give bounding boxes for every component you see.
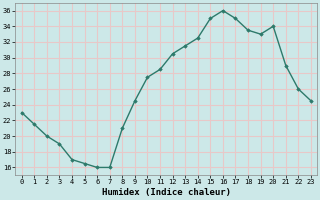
X-axis label: Humidex (Indice chaleur): Humidex (Indice chaleur) <box>102 188 231 197</box>
